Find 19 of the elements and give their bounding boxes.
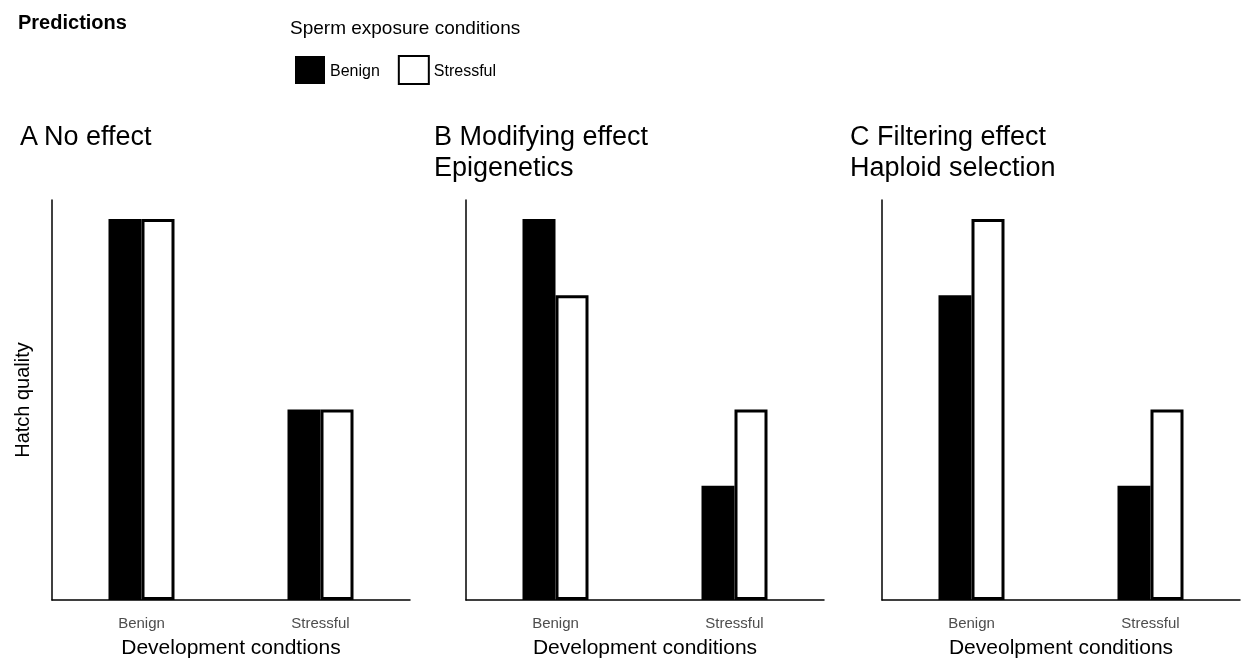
legend-label: Benign [330, 61, 380, 79]
y-axis-title: Hatch quality [11, 342, 33, 458]
x-tick-label: Stressful [291, 614, 350, 631]
x-axis-title: Development conditions [532, 635, 758, 658]
x-tick-label: Stressful [1121, 614, 1180, 631]
x-tick-label: Stressful [705, 614, 764, 631]
x-axis-title: Deveolpment conditions [948, 635, 1174, 658]
chart-title: B Modifying effect [434, 120, 649, 151]
chart-title: C Filtering effect [850, 120, 1047, 151]
x-tick-label: Benign [948, 614, 995, 631]
chart-subtitle: Epigenetics [434, 151, 574, 182]
chart-subtitle: Haploid selection [850, 151, 1056, 182]
chart-title: A No effect [20, 120, 153, 151]
text: Predictions [18, 11, 127, 33]
legend-label: Stressful [433, 61, 497, 79]
x-tick-label: Benign [118, 614, 165, 631]
x-tick-label: Benign [532, 614, 579, 631]
x-axis-title: Development condtions [121, 635, 341, 658]
legend-title: Sperm exposure conditions [290, 17, 521, 38]
